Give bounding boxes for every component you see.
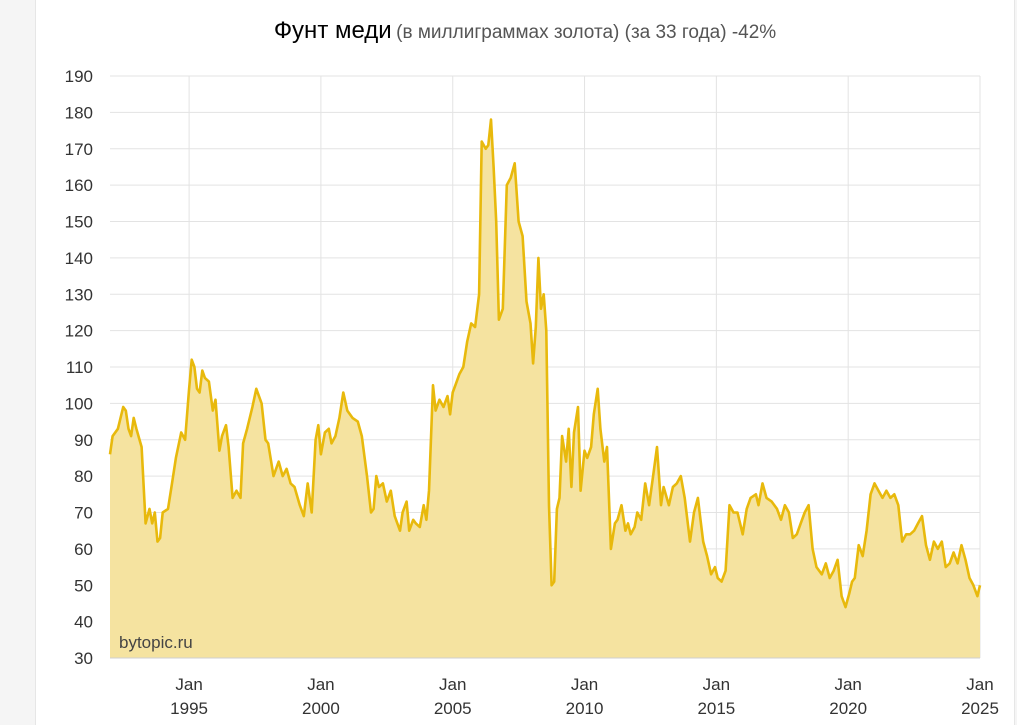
watermark-text: bytopic.ru [119, 633, 193, 652]
x-tick-month-label: Jan [439, 675, 466, 694]
y-tick-label: 30 [74, 649, 93, 668]
chart-title: Фунт меди (в миллиграммах золота) (за 33… [36, 17, 1014, 45]
chart-subtitle: (в миллиграммах золота) (за 33 года) -42… [396, 22, 777, 43]
y-tick-label: 80 [74, 467, 93, 486]
y-tick-label: 180 [65, 103, 93, 122]
series-area-fill [110, 119, 980, 659]
y-tick-label: 130 [65, 285, 93, 304]
x-tick-month-label: Jan [571, 675, 598, 694]
x-tick-year-label: 2020 [829, 699, 867, 718]
y-tick-label: 60 [74, 540, 93, 559]
x-tick-month-label: Jan [834, 675, 861, 694]
y-tick-label: 50 [74, 576, 93, 595]
y-axis: 30 40 50 60 70 80 90 100 110 120 130 140 150 160 170 18… [65, 67, 93, 668]
chart-title-main: Фунт меди [273, 17, 392, 44]
x-tick-month-label: Jan [175, 675, 202, 694]
y-tick-label: 150 [65, 213, 93, 232]
x-tick-year-label: 2015 [697, 699, 735, 718]
x-axis: Jan 1995 Jan 2000 Jan 2005 Jan 2010 Jan 2015 Jan 20… [110, 657, 999, 718]
x-tick-month-label: Jan [307, 675, 334, 694]
x-tick-year-label: 2010 [566, 699, 604, 718]
y-tick-label: 190 [65, 67, 93, 86]
y-tick-label: 90 [74, 431, 93, 450]
y-tick-label: 110 [66, 358, 93, 377]
x-tick-month-label: Jan [703, 675, 730, 694]
x-tick-year-label: 2000 [302, 699, 340, 718]
x-tick-year-label: 2025 [961, 699, 999, 718]
y-tick-label: 70 [74, 504, 93, 523]
y-tick-label: 120 [65, 322, 93, 341]
y-tick-label: 140 [65, 249, 93, 268]
x-tick-year-label: 2005 [434, 699, 472, 718]
y-tick-label: 100 [65, 394, 93, 413]
series-line [108, 118, 982, 609]
x-tick-year-label: 1995 [170, 699, 208, 718]
y-tick-label: 170 [65, 140, 93, 159]
y-tick-label: 160 [65, 176, 93, 195]
x-tick-month-label: Jan [966, 675, 993, 694]
y-tick-label: 40 [74, 613, 93, 632]
